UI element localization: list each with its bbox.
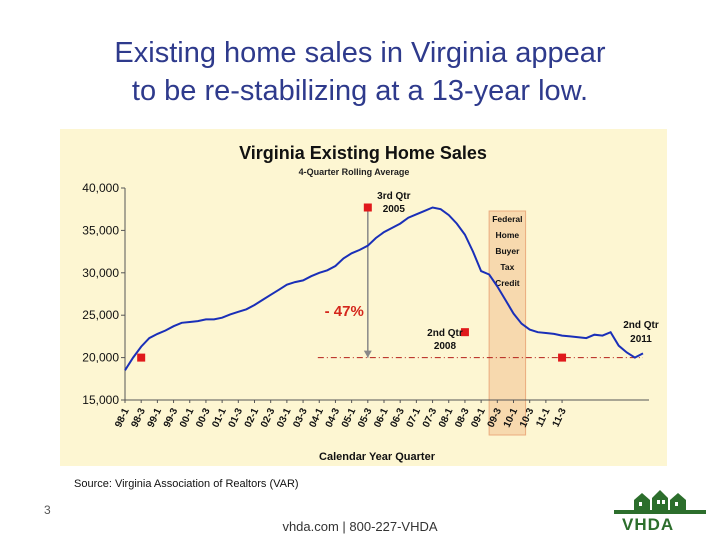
tax-credit-band [488, 210, 527, 436]
series-line [124, 206, 644, 371]
band-label-line: Home [496, 230, 520, 240]
trough-annotation-line-1: 2nd Qtr [427, 328, 463, 339]
peak-annotation-line-1: 3rd Qtr [377, 191, 410, 202]
highlight-marker [558, 353, 567, 362]
y-tick-label: 35,000 [82, 223, 119, 237]
chart-subtitle: 4-Quarter Rolling Average [299, 167, 410, 177]
chart-title: Virginia Existing Home Sales [239, 143, 487, 163]
home-sales-chart: Virginia Existing Home Sales 4-Quarter R… [60, 129, 667, 466]
band-label-line: Buyer [495, 246, 520, 256]
end-annotation-line-1: 2nd Qtr [623, 320, 659, 331]
y-tick-label: 40,000 [82, 181, 119, 195]
slide-title: Existing home sales in Virginia appear t… [40, 34, 680, 110]
end-annotation-line-2: 2011 [630, 334, 652, 345]
source-note: Source: Virginia Association of Realtors… [74, 478, 299, 490]
page-number: 3 [44, 503, 51, 517]
chart-panel: Virginia Existing Home Sales 4-Quarter R… [60, 129, 667, 466]
drop-arrow-head [363, 350, 372, 358]
y-tick-label: 30,000 [82, 266, 119, 280]
logo-text: VHDA [622, 515, 675, 534]
houses-icon [614, 490, 706, 514]
peak-annotation-line-2: 2005 [383, 204, 406, 215]
y-tick-label: 25,000 [82, 308, 119, 322]
band-label-line: Credit [495, 278, 520, 288]
footer-text: vhda.com | 800-227-VHDA [282, 519, 438, 534]
y-tick-label: 15,000 [82, 393, 119, 407]
chart-background [60, 129, 667, 466]
vhda-logo [614, 488, 706, 534]
highlight-marker [137, 353, 146, 362]
highlight-marker [363, 203, 372, 212]
slide-title-line-2: to be re-stabilizing at a 13-year low. [131, 75, 589, 107]
highlight-marker [460, 328, 469, 337]
trough-annotation-line-2: 2008 [434, 341, 457, 352]
y-tick-label: 20,000 [82, 351, 119, 365]
band-label-line: Tax [500, 262, 514, 272]
band-label-line: Federal [492, 214, 522, 224]
drop-percent-label: - 47% [325, 303, 364, 320]
x-axis-title: Calendar Year Quarter [319, 451, 436, 463]
slide-title-line-1: Existing home sales in Virginia appear [114, 37, 606, 69]
